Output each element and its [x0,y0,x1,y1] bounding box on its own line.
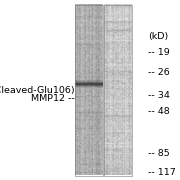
Text: MMP12 --: MMP12 -- [31,94,75,103]
Text: -- 19: -- 19 [148,48,170,57]
Text: -- 26: -- 26 [148,68,170,77]
Text: -- 48: -- 48 [148,107,170,116]
Text: -- 34: -- 34 [148,91,170,100]
Bar [104,4,132,176]
Text: (Cleaved-Glu106): (Cleaved-Glu106) [0,86,75,94]
Text: -- 85: -- 85 [148,149,170,158]
Text: -- 117: -- 117 [148,168,176,177]
Bar [75,4,103,176]
Text: (kD): (kD) [148,31,169,40]
